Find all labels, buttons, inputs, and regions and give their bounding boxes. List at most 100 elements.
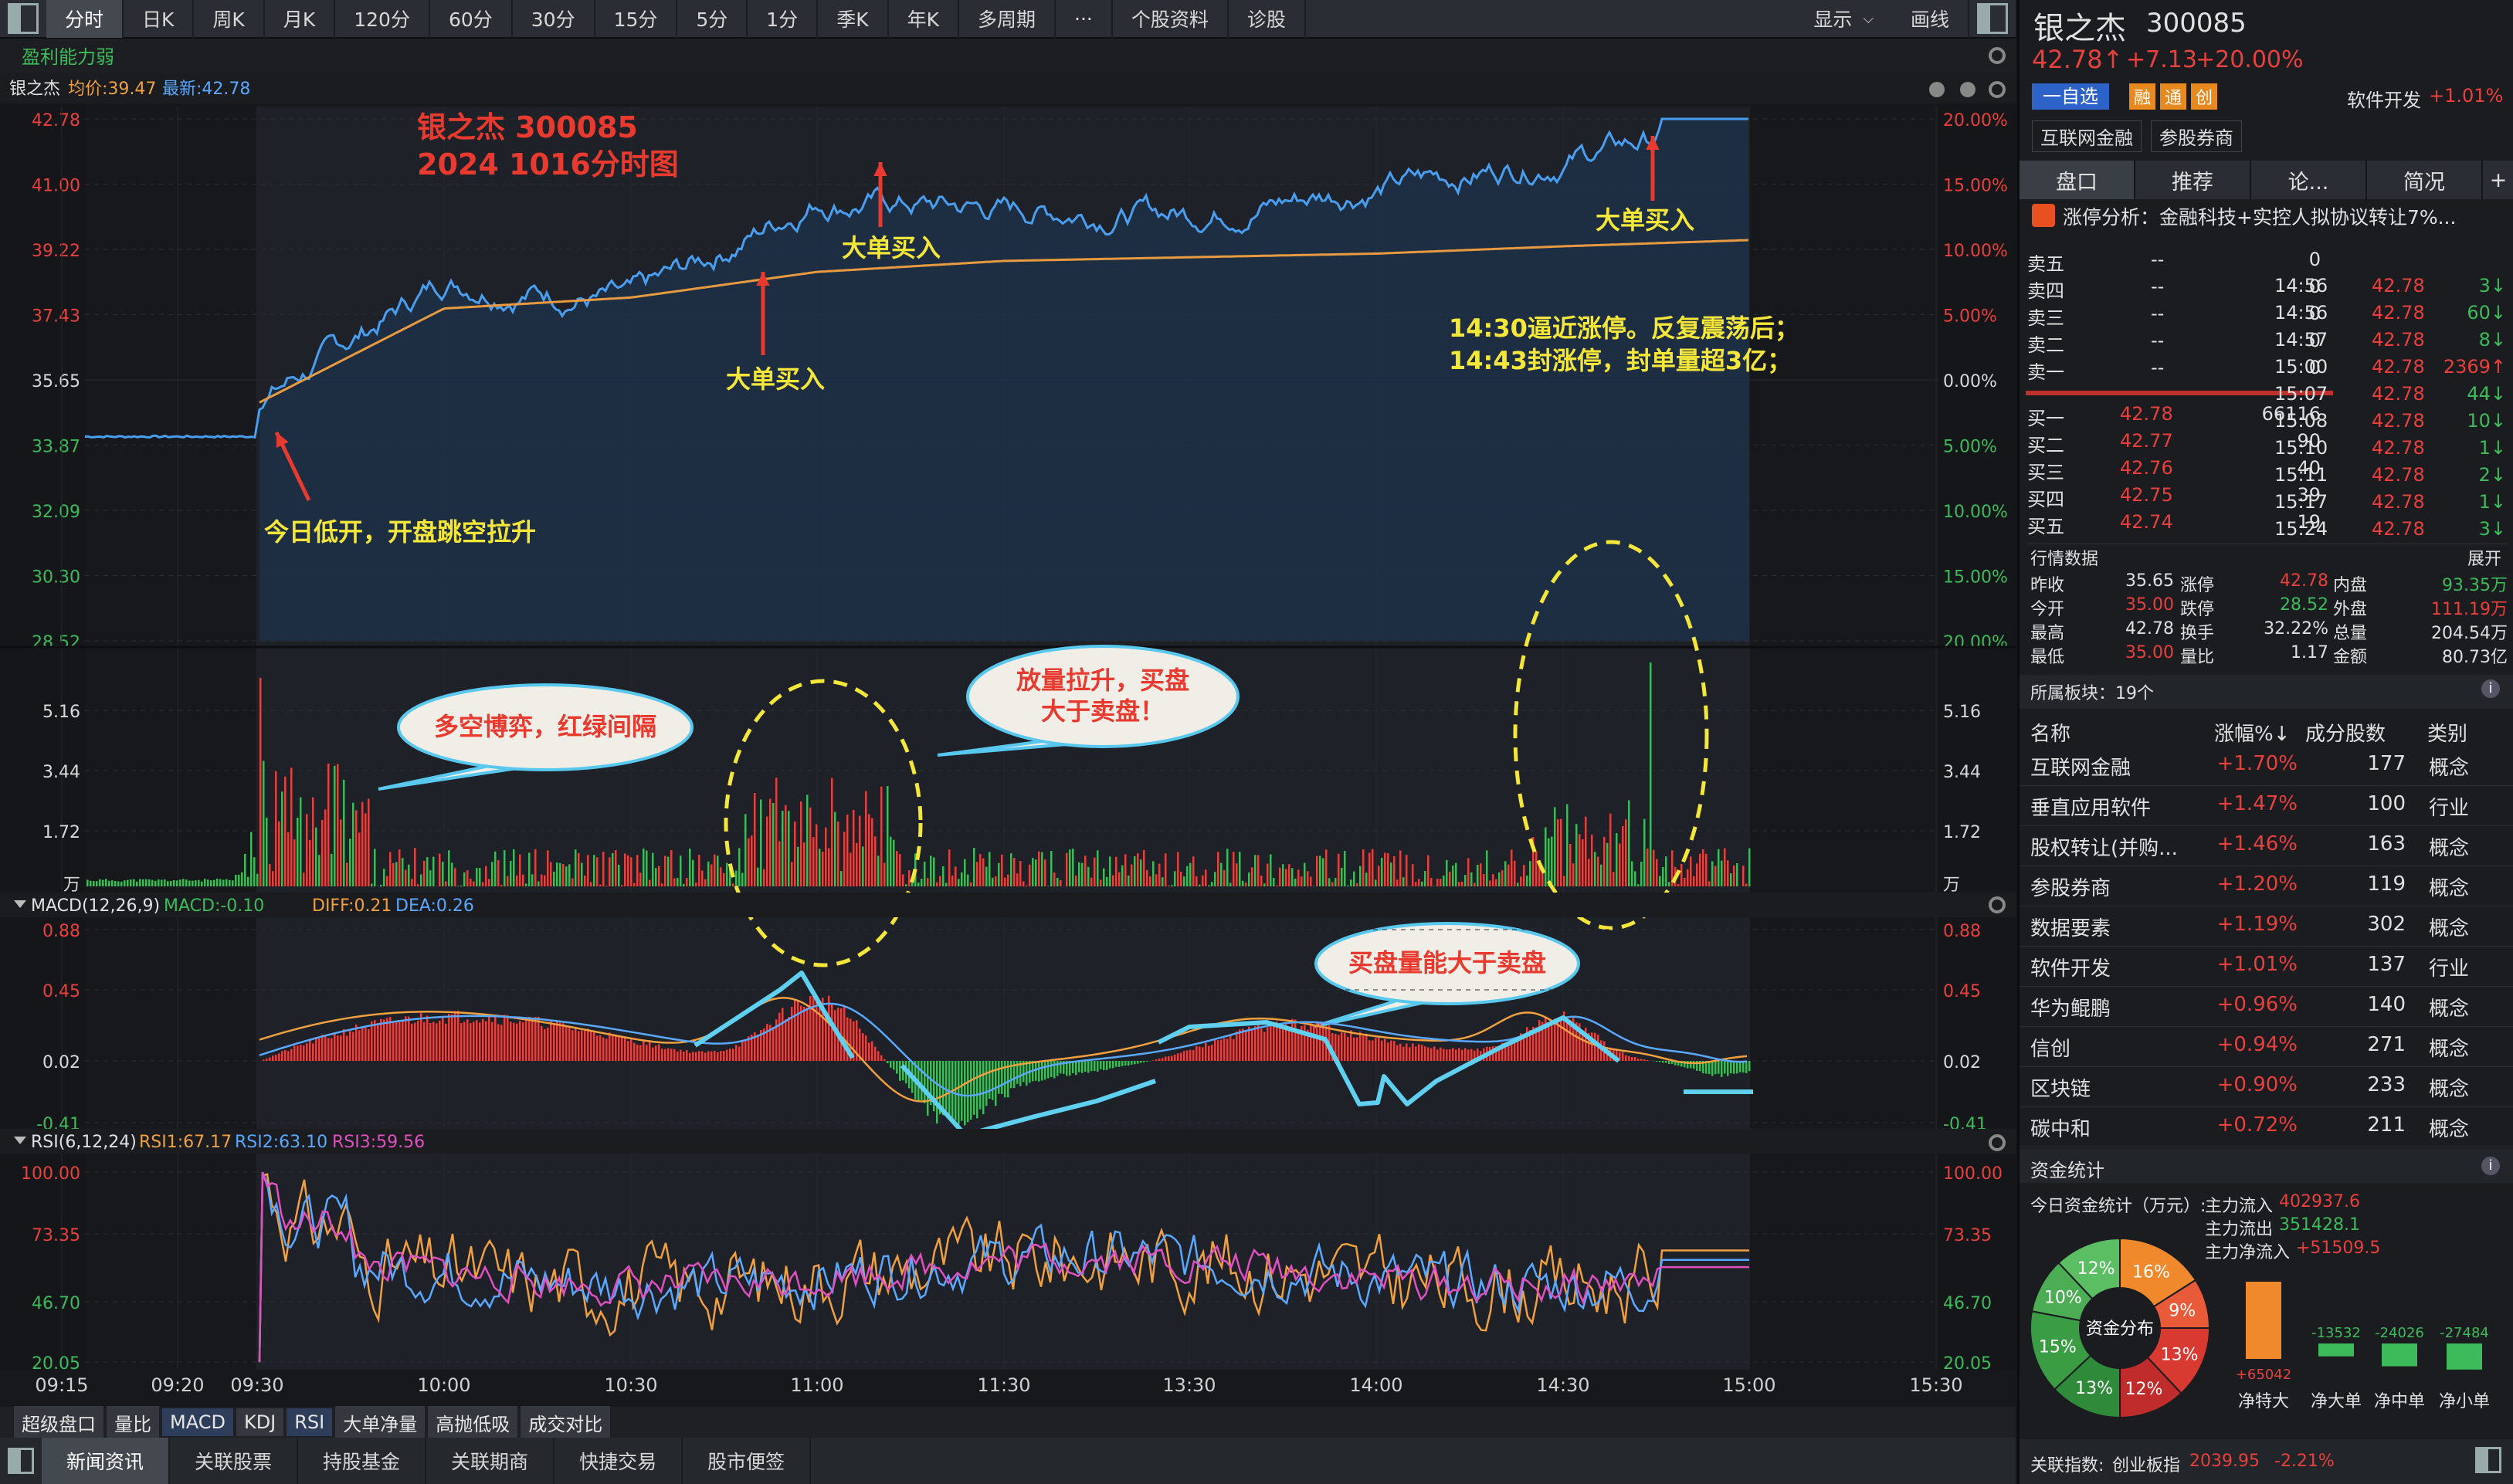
panel-tab[interactable]: 论... bbox=[2251, 161, 2367, 199]
expand-button[interactable]: 展开 bbox=[2467, 550, 2502, 569]
macd-bar bbox=[1477, 1049, 1479, 1061]
volume-bar bbox=[856, 842, 858, 886]
period-tab[interactable]: 15分 bbox=[595, 0, 678, 38]
volume-bar bbox=[1304, 862, 1306, 886]
indicator-tab[interactable]: 量比 bbox=[107, 1405, 159, 1439]
rsi1-value: RSI1:67.17 bbox=[139, 1133, 232, 1152]
panel-tab[interactable]: 盘口 bbox=[2020, 161, 2135, 199]
indicator-tab[interactable]: 超级盘口 bbox=[14, 1405, 103, 1439]
news-headline[interactable]: 涨停分析：金融科技+实控人拟协议转让7%... bbox=[2063, 206, 2457, 229]
display-menu[interactable]: 显示 ⌵ bbox=[1813, 8, 1874, 31]
draw-line-button[interactable]: 画线 bbox=[1892, 0, 1969, 38]
macd-bar bbox=[945, 1061, 948, 1111]
info-icon[interactable]: i bbox=[2481, 1157, 2500, 1175]
volume-bar bbox=[151, 879, 154, 886]
md-value: 204.54万 bbox=[2431, 624, 2508, 643]
indicator-tab[interactable]: MACD bbox=[162, 1408, 233, 1436]
info-tab[interactable]: 关联期商 bbox=[426, 1438, 555, 1484]
period-tab[interactable]: 分时 bbox=[46, 0, 124, 38]
sector-row[interactable] bbox=[2020, 948, 2513, 987]
period-tab[interactable]: 诊股 bbox=[1229, 0, 1306, 38]
collapse-caret-icon[interactable] bbox=[14, 1137, 26, 1144]
info-tab[interactable]: 股市便签 bbox=[683, 1438, 812, 1484]
info-tab[interactable]: 快捷交易 bbox=[554, 1438, 683, 1484]
macd-bar bbox=[1690, 1061, 1692, 1069]
macd-bar bbox=[1016, 1061, 1019, 1084]
period-tab[interactable]: ··· bbox=[1056, 0, 1113, 38]
panel-collapse-icon[interactable] bbox=[2475, 1447, 2501, 1473]
legend-avg: 均价:39.47 bbox=[68, 80, 156, 99]
macd-bar bbox=[633, 1042, 636, 1061]
period-tab[interactable]: 5分 bbox=[677, 0, 748, 38]
info-tab[interactable]: 持股基金 bbox=[298, 1438, 427, 1484]
macd-bar bbox=[1560, 1016, 1562, 1061]
indicator-tab[interactable]: RSI bbox=[287, 1408, 333, 1436]
info-tab[interactable]: 新闻资讯 bbox=[42, 1438, 171, 1484]
period-tab[interactable]: 1分 bbox=[748, 0, 819, 38]
panel-tab[interactable]: + bbox=[2483, 161, 2513, 199]
sector-row[interactable] bbox=[2020, 868, 2513, 906]
volume-bar bbox=[850, 852, 852, 886]
indicator-tab[interactable]: 成交对比 bbox=[521, 1405, 611, 1439]
period-tab[interactable]: 季K bbox=[818, 0, 889, 38]
settings-icon[interactable] bbox=[1989, 896, 2006, 913]
sector-name: 参股券商 bbox=[2030, 877, 2111, 900]
sector-header[interactable]: 名称 bbox=[2030, 723, 2071, 746]
add-watchlist-button[interactable]: 一自选 bbox=[2032, 83, 2109, 110]
indicator-tab[interactable]: 大单净量 bbox=[335, 1405, 426, 1439]
volume-bar bbox=[868, 814, 870, 886]
price-area bbox=[259, 119, 1749, 641]
info-icon[interactable]: i bbox=[2481, 679, 2500, 698]
macd-bar bbox=[1656, 1061, 1658, 1062]
sector-name[interactable]: 软件开发 bbox=[2347, 90, 2421, 111]
sector-header[interactable]: 成分股数 bbox=[2305, 723, 2386, 746]
macd-bar bbox=[930, 1061, 932, 1106]
panel-tab[interactable]: 简况 bbox=[2367, 161, 2483, 199]
volume-bar bbox=[967, 874, 969, 886]
settings-icon[interactable] bbox=[1989, 47, 2006, 64]
sector-row[interactable] bbox=[2020, 828, 2513, 866]
period-tab[interactable]: 月K bbox=[265, 0, 336, 38]
period-tab[interactable]: 日K bbox=[124, 0, 195, 38]
collapse-caret-icon[interactable] bbox=[14, 900, 26, 908]
period-tab[interactable]: 年K bbox=[889, 0, 960, 38]
panel-toggle-icon[interactable] bbox=[1977, 3, 2008, 34]
period-tab[interactable]: 60分 bbox=[430, 0, 513, 38]
macd-bar bbox=[624, 1038, 626, 1061]
settings-icon[interactable] bbox=[1989, 81, 2006, 98]
index-name[interactable]: 创业板指 bbox=[2112, 1456, 2181, 1476]
zoom-out-icon[interactable] bbox=[1960, 82, 1975, 97]
period-tab[interactable]: 多周期 bbox=[959, 0, 1056, 38]
sector-header[interactable]: 类别 bbox=[2427, 723, 2468, 746]
period-tab[interactable]: 30分 bbox=[513, 0, 595, 38]
sector-row[interactable] bbox=[2020, 1069, 2513, 1107]
settings-icon[interactable] bbox=[1989, 1134, 2006, 1151]
volume-bar bbox=[488, 879, 490, 886]
info-tab[interactable]: 关联股票 bbox=[170, 1438, 299, 1484]
pct-tick: 0.00% bbox=[1943, 372, 1997, 391]
sector-header[interactable]: 涨幅%↓ bbox=[2214, 723, 2291, 746]
period-tab[interactable]: 周K bbox=[194, 0, 265, 38]
sector-row[interactable] bbox=[2020, 1028, 2513, 1067]
sector-row[interactable] bbox=[2020, 747, 2513, 786]
period-tab[interactable]: 120分 bbox=[335, 0, 430, 38]
collapse-icon[interactable] bbox=[8, 1448, 34, 1474]
layout-toggle-icon[interactable] bbox=[8, 3, 39, 34]
sector-row[interactable] bbox=[2020, 788, 2513, 826]
sector-row[interactable] bbox=[2020, 988, 2513, 1027]
volume-bar bbox=[395, 862, 398, 886]
volume-bar bbox=[1004, 877, 1006, 886]
concept-tag[interactable]: 互联网金融 bbox=[2032, 120, 2142, 152]
zoom-in-icon[interactable] bbox=[1929, 82, 1945, 97]
period-tab[interactable]: 个股资料 bbox=[1113, 0, 1229, 38]
indicator-tab[interactable]: KDJ bbox=[236, 1408, 284, 1436]
indicator-tab[interactable]: 高抛低吸 bbox=[428, 1405, 518, 1439]
volume-bar bbox=[707, 861, 710, 886]
sector-row[interactable] bbox=[2020, 908, 2513, 947]
sector-row[interactable] bbox=[2020, 1109, 2513, 1147]
panel-tab[interactable]: 推荐 bbox=[2135, 161, 2251, 199]
sector-name: 碳中和 bbox=[2030, 1118, 2091, 1141]
volume-bar bbox=[979, 854, 982, 886]
concept-tag[interactable]: 参股券商 bbox=[2151, 120, 2242, 152]
